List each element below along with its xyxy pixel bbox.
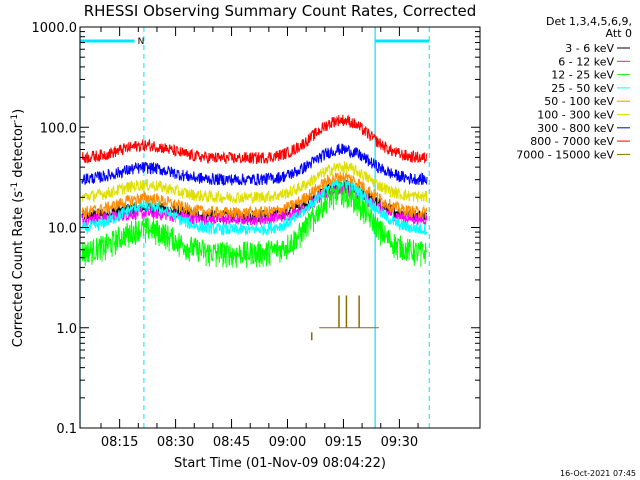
axes [79,26,481,429]
legend-label-7: 800 - 7000 keV [530,135,614,148]
series-line-4 [81,171,428,220]
legend-label-1: 6 - 12 keV [558,55,614,68]
y-tick-label-4: 1000.0 [32,21,78,36]
legend-label-4: 50 - 100 keV [544,95,614,108]
y-axis-label-part2: detector [11,122,26,182]
legend-label-0: 3 - 6 keV [565,42,614,55]
y-axis-label-sup1: -1 [10,182,20,191]
series-layer [81,114,428,341]
legend-label-8: 7000 - 15000 keV [516,148,614,161]
y-axis-label-part1: Corrected Count Rate (s [11,191,26,348]
y-axis-label-sup2: -1 [10,114,20,123]
x-tick-label-1: 08:30 [157,435,194,450]
series-line-7 [81,114,428,165]
legend-header-line2: Att 0 [606,27,632,40]
legend-label-6: 300 - 800 keV [537,122,614,135]
chart-title: RHESSI Observing Summary Count Rates, Co… [84,2,477,20]
night-bar-label: N [138,37,145,47]
legend-label-2: 12 - 25 keV [551,69,614,82]
x-axis-label: Start Time (01-Nov-09 08:04:22) [174,456,386,471]
series-line-6 [81,143,428,187]
generation-timestamp: 16-Oct-2021 07:45 [560,469,636,478]
x-tick-label-2: 08:45 [213,435,250,450]
y-tick-label-3: 100.0 [40,121,77,136]
y-axis-label: Corrected Count Rate (s-1 detector-1) [10,109,26,347]
y-tick-label-1: 1.0 [56,322,77,337]
x-tick-label-5: 09:30 [381,435,418,450]
y-axis-label-part3: ) [11,109,26,114]
x-tick-label-0: 08:15 [101,435,138,450]
series-line-2 [81,181,428,266]
legend-label-5: 100 - 300 keV [537,109,614,122]
legend-label-3: 25 - 50 keV [551,82,614,95]
x-tick-label-4: 09:15 [325,435,362,450]
tick-labels: 0.1 1.0 10.0 100.0 1000.0 08:15 08:30 08:45 09:0… [32,21,419,450]
series-line-5 [81,161,428,205]
series-line-3 [81,176,428,237]
legend-header-line1: Det 1,3,4,5,6,9, [546,15,632,28]
y-tick-label-0: 0.1 [56,422,77,437]
y-tick-label-2: 10.0 [48,222,77,237]
x-tick-label-3: 09:00 [269,435,306,450]
